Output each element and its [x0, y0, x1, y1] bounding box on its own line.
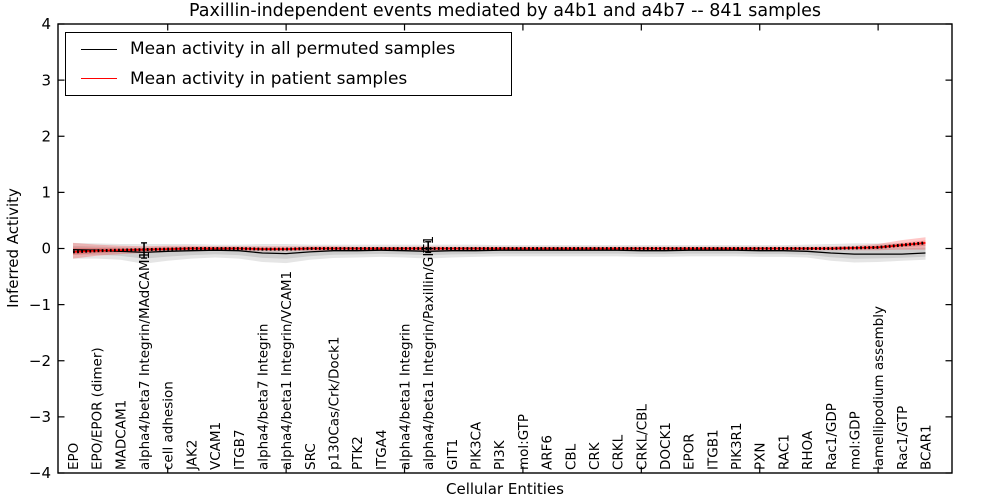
x-category-label: RHOA — [800, 430, 816, 470]
x-category-label: JAK2 — [184, 440, 200, 471]
y-tick-label: 0 — [41, 240, 51, 258]
x-category-label: PTK2 — [350, 436, 366, 470]
x-category-label: DOCK1 — [658, 422, 674, 470]
y-tick-label: 1 — [41, 184, 51, 202]
x-category-label: CRKL — [611, 434, 627, 470]
legend-label-permuted: Mean activity in all permuted samples — [130, 39, 456, 60]
x-category-label: lamellipodium assembly — [871, 306, 887, 470]
chart-title: Paxillin-independent events mediated by … — [189, 1, 821, 21]
legend-item-permuted: Mean activity in all permuted samples — [66, 36, 511, 63]
x-category-label: PXN — [753, 443, 769, 471]
x-category-label: EPO/EPOR (dimer) — [90, 347, 106, 470]
x-category-label: CRKL/CBL — [634, 404, 650, 470]
x-category-label: Rac1/GDP — [824, 403, 840, 470]
x-category-label: SRC — [303, 443, 319, 470]
y-tick-label: 4 — [41, 15, 51, 33]
x-category-label: alpha4/beta1 Integrin/VCAM1 — [279, 271, 295, 470]
y-tick-label: −2 — [29, 352, 51, 370]
x-category-label: alpha4/beta7 Integrin — [255, 324, 271, 470]
x-category-label: CBL — [563, 443, 579, 470]
y-tick-label: 2 — [41, 127, 51, 145]
x-category-label: EPOR — [682, 433, 698, 470]
x-category-label: EPO — [66, 443, 82, 470]
x-category-label: p130Cas/Crk/Dock1 — [326, 337, 342, 470]
x-category-label: mol:GTP — [516, 414, 532, 470]
x-category-label: cell adhesion — [161, 381, 177, 470]
y-tick-label: 3 — [41, 71, 51, 89]
x-category-label: RAC1 — [776, 434, 792, 470]
x-category-label: ITGB7 — [232, 429, 248, 470]
legend-label-patient: Mean activity in patient samples — [130, 68, 408, 89]
permuted-line-swatch — [81, 48, 117, 50]
legend: Mean activity in all permuted samples Me… — [65, 32, 512, 96]
x-category-label: mol:GDP — [847, 411, 863, 470]
x-category-label: PIK3R1 — [729, 422, 745, 470]
x-category-label: alpha4/beta1 Integrin — [398, 324, 414, 470]
patient-line-swatch — [81, 78, 117, 80]
x-category-label: alpha4/beta1 Integrin/Paxillin/GIT1 — [421, 236, 437, 470]
x-category-label: MADCAM1 — [113, 400, 129, 470]
x-category-label: GIT1 — [445, 439, 461, 470]
y-tick-label: −1 — [29, 296, 51, 314]
x-category-label: Rac1/GTP — [895, 406, 911, 470]
x-axis-label: Cellular Entities — [446, 480, 564, 498]
legend-item-patient: Mean activity in patient samples — [66, 65, 511, 92]
patient-confidence-band-inner — [73, 240, 926, 255]
x-category-label: ITGA4 — [374, 429, 390, 470]
y-tick-label: −3 — [29, 408, 51, 426]
x-category-label: ITGB1 — [705, 429, 721, 470]
y-tick-label: −4 — [29, 464, 51, 482]
x-category-label: PI3K — [492, 439, 508, 470]
permuted-mean-line — [72, 248, 926, 255]
x-category-label: BCAR1 — [918, 424, 934, 470]
y-axis-label: Inferred Activity — [4, 188, 22, 308]
sample-tick-dashes — [72, 241, 926, 254]
x-category-label: VCAM1 — [208, 422, 224, 470]
x-category-label: CRK — [587, 441, 603, 470]
x-category-label: alpha4/beta7 Integrin/MAdCAM1 — [137, 251, 153, 470]
x-category-label: ARF6 — [540, 435, 556, 470]
x-category-label: PIK3CA — [469, 421, 485, 470]
